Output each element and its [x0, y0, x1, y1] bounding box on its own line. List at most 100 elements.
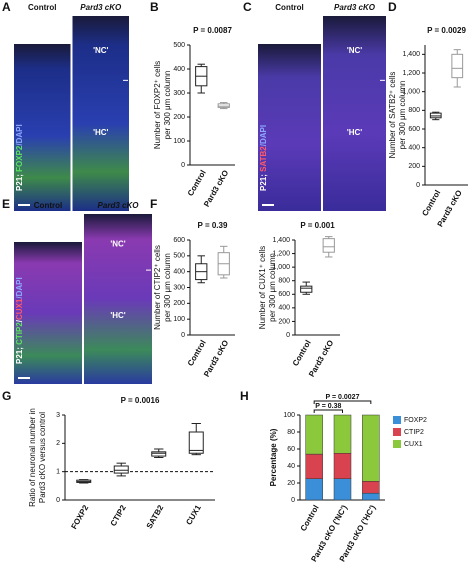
- stain-part: /DAPI: [15, 277, 24, 298]
- y-tick-label: 200: [173, 114, 185, 121]
- y-tick-label: 400: [173, 269, 185, 276]
- stain-part: P21;: [259, 172, 268, 191]
- x-tick-label: SATB2: [145, 503, 166, 530]
- stain-part: CUX1: [15, 298, 24, 320]
- y-tick-label: 800: [408, 107, 420, 114]
- chart-title: P = 0.0029: [427, 26, 466, 35]
- stain-part: /DAPI: [259, 125, 268, 146]
- region-label: 'NC': [347, 46, 362, 55]
- y-tick-label: 500: [173, 42, 185, 49]
- stain-part: FOXP2: [15, 145, 24, 172]
- y-tick-label: 1,400: [402, 51, 420, 58]
- stain-part: P21;: [15, 345, 24, 364]
- y-tick-label: 1,200: [402, 70, 420, 77]
- bar-segment: [305, 453, 323, 480]
- image-control: [14, 242, 82, 384]
- y-axis-label: Percentage (%): [269, 428, 278, 486]
- y-tick-label: 200: [408, 163, 420, 170]
- stain-part: P21;: [15, 172, 24, 191]
- y-axis-label: per 300 μm column: [163, 71, 172, 140]
- y-axis-label: Number of SATB2⁺ cells: [388, 72, 397, 159]
- y-tick-label: 60: [287, 446, 295, 453]
- y-tick-label: 0: [56, 497, 60, 504]
- box: [217, 103, 230, 108]
- panel-letter: F: [150, 197, 157, 211]
- chart-title: P = 0.001: [300, 221, 335, 230]
- region-label: 'HC': [110, 311, 125, 320]
- column-label: Control: [34, 201, 62, 210]
- x-tick-label: Control: [420, 189, 442, 218]
- chart-title: P = 0.0087: [193, 26, 232, 35]
- bracket: [313, 400, 372, 404]
- legend-label: CTIP2: [404, 429, 424, 436]
- y-tick-label: 0: [291, 497, 295, 504]
- y-tick-label: 400: [408, 145, 420, 152]
- y-tick-label: 0: [416, 182, 420, 189]
- y-tick-label: 0: [181, 332, 185, 339]
- y-tick-label: 0: [286, 332, 290, 339]
- stain-part: SATB2: [259, 146, 268, 172]
- column-label: Control: [275, 3, 303, 12]
- bar-segment: [305, 478, 323, 501]
- box: [151, 451, 167, 457]
- column-label: Pard3 cKO: [334, 3, 376, 12]
- x-tick-label: Control: [186, 339, 208, 368]
- y-tick-label: 3: [56, 412, 60, 419]
- bar-segment: [362, 492, 380, 501]
- image-cko: [323, 16, 386, 211]
- legend-label: FOXP2: [404, 417, 427, 424]
- y-axis-label: per 300 μm column: [398, 81, 407, 150]
- y-tick-label: 200: [173, 300, 185, 307]
- y-axis-label: Number of FOXP2⁺ cells: [153, 61, 162, 149]
- y-tick-label: 300: [173, 284, 185, 291]
- bar-segment: [362, 481, 380, 494]
- y-tick-label: 40: [287, 463, 295, 470]
- y-tick-label: 500: [173, 253, 185, 260]
- y-tick-label: 600: [408, 126, 420, 133]
- legend-label: CUX1: [404, 441, 423, 448]
- chart-title: P = 0.0016: [121, 396, 160, 405]
- region-label: 'NC': [110, 240, 125, 249]
- y-axis-label: Number of CUX1⁺ cells: [258, 246, 267, 329]
- panel-letter: E: [2, 197, 10, 211]
- x-tick-label: Control: [291, 339, 313, 368]
- region-label: 'NC': [93, 46, 108, 55]
- image-control: [14, 44, 71, 211]
- panel-letter: D: [388, 0, 397, 14]
- x-tick-label: FOXP2: [69, 503, 90, 531]
- stain-part: /DAPI: [15, 124, 24, 145]
- bracket: [313, 409, 343, 413]
- box: [188, 431, 204, 454]
- image-control: [258, 44, 321, 211]
- x-tick-label: CUX1: [184, 503, 203, 526]
- region-label: 'HC': [93, 128, 108, 137]
- y-tick-label: 1,000: [272, 264, 290, 271]
- y-tick-label: 80: [287, 429, 295, 436]
- y-tick-label: 2: [56, 440, 60, 447]
- y-tick-label: 1: [56, 469, 60, 476]
- stain-part: CTIP2: [15, 322, 24, 345]
- annotation: P = 0.38: [315, 403, 341, 410]
- column-label: Pard3 cKO: [98, 201, 140, 210]
- y-tick-label: 400: [278, 305, 290, 312]
- box: [113, 465, 129, 474]
- box: [300, 285, 313, 293]
- panel-letter: H: [240, 389, 249, 403]
- panel-letter: C: [243, 0, 252, 14]
- y-tick-label: 300: [173, 90, 185, 97]
- y-tick-label: 1,000: [402, 89, 420, 96]
- panel-letter: G: [2, 389, 11, 403]
- x-tick-label: Control: [186, 169, 208, 198]
- region-label: 'HC': [347, 128, 362, 137]
- x-tick-label: CTIP2: [109, 503, 128, 528]
- bar-segment: [333, 478, 352, 501]
- y-axis-label: per 300 μm column: [268, 253, 277, 322]
- y-tick-label: 1,400: [272, 237, 290, 244]
- y-tick-label: 20: [287, 480, 295, 487]
- y-axis-label: Pard3 cKO versus control: [38, 412, 47, 503]
- y-tick-label: 200: [278, 318, 290, 325]
- y-tick-label: 100: [283, 412, 295, 419]
- y-tick-label: 600: [173, 237, 185, 244]
- legend-swatch: [393, 416, 401, 424]
